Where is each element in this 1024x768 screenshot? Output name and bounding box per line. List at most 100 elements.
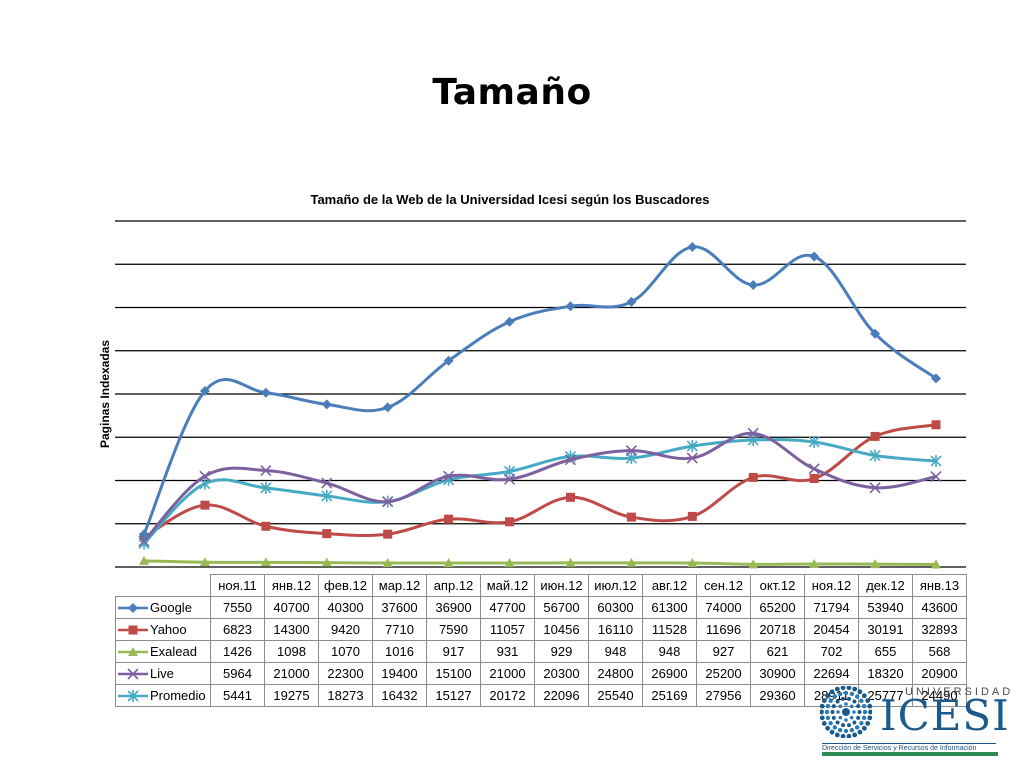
table-cell: 40300: [318, 596, 373, 619]
table-cell: 7590: [426, 618, 481, 641]
table-cell: 14300: [264, 618, 319, 641]
slide-title: Tamaño: [432, 72, 592, 113]
logo-dot: [865, 698, 871, 704]
data-point-marker: [383, 529, 393, 539]
logo-dot: [861, 693, 867, 699]
logo-dot: [852, 720, 857, 725]
data-point-marker: [808, 463, 820, 475]
logo-dot: [838, 704, 843, 709]
logo-dot: [832, 725, 838, 730]
table-cell: 5964: [210, 662, 265, 685]
data-point-marker: [687, 557, 698, 567]
data-point-marker: [869, 482, 881, 494]
data-point-marker: [260, 481, 272, 494]
data-point-marker: [931, 559, 941, 569]
data-point-marker: [139, 529, 149, 540]
logo-dot: [868, 709, 872, 715]
data-point-marker: [748, 280, 759, 291]
category-label: апр.12: [426, 574, 481, 597]
data-point-marker: [260, 387, 271, 398]
table-cell: 61300: [642, 596, 697, 619]
logo-dot: [861, 715, 867, 721]
logo-dot: [830, 710, 835, 714]
logo-rosette-icon: [820, 686, 872, 738]
logo-dot: [856, 715, 861, 720]
table-cell: 18320: [858, 662, 913, 685]
table-cell: 20454: [804, 618, 859, 641]
table-row: Yahoo 6823 14300 9420 7710 7590 11057 10456 1611…: [115, 618, 967, 641]
logo-dot: [825, 715, 831, 721]
series-promedio: [138, 434, 942, 550]
table-body: Google 7550 40700 40300 37600 36900 47700 56700…: [115, 596, 967, 707]
logo-dot: [862, 709, 868, 715]
data-point-marker: [565, 301, 576, 312]
data-point-marker: [128, 625, 138, 635]
table-cell: 948: [588, 640, 643, 663]
logo-dot: [829, 689, 835, 695]
table-cell: 21000: [264, 662, 319, 685]
data-point-marker: [200, 500, 210, 510]
table-cell: 11528: [642, 618, 697, 641]
logo-dot: [837, 691, 843, 697]
logo-dot: [825, 693, 831, 699]
table-cell: 25200: [696, 662, 751, 685]
logo-dot: [844, 718, 848, 722]
logo-dot: [854, 725, 860, 730]
logo-dot: [835, 699, 840, 704]
logo-word: ICESI: [880, 691, 1010, 740]
category-label: ноя.12: [804, 574, 859, 597]
data-point-marker: [321, 557, 332, 567]
series-name: Promedio: [150, 688, 206, 704]
logo-dot: [861, 703, 867, 709]
data-point-marker: [626, 557, 637, 567]
data-point-marker: [199, 557, 210, 567]
gridlines: [115, 220, 966, 568]
logo-subtitle: Dirección de Servicios y Recursos de Inf…: [822, 743, 996, 752]
table-cell: 74000: [696, 596, 751, 619]
data-point-marker: [565, 492, 575, 502]
category-label: окт.12: [750, 574, 805, 597]
table-cell: 16110: [588, 618, 643, 641]
table-cell: 6823: [210, 618, 265, 641]
data-point-marker: [747, 427, 759, 439]
table-cell: 24490: [912, 684, 967, 707]
data-point-marker: [625, 445, 637, 457]
logo-dot: [838, 715, 843, 720]
category-label: сен.12: [696, 574, 751, 597]
table-cell: 19275: [264, 684, 319, 707]
data-point-marker: [686, 440, 698, 453]
data-point-marker: [809, 251, 820, 262]
category-label: мар.12: [372, 574, 427, 597]
table-cell: 15127: [426, 684, 481, 707]
logo-dot: [856, 704, 861, 709]
table-cell: 19400: [372, 662, 427, 685]
series-yahoo: [139, 420, 941, 542]
series-google: [139, 241, 941, 540]
table-cell: 53940: [858, 596, 913, 619]
logo-dot: [824, 709, 830, 715]
logo-dot: [847, 696, 852, 701]
data-point-marker: [930, 471, 942, 483]
series-line: [143, 559, 937, 567]
data-point-marker: [199, 385, 210, 396]
data-point-marker: [382, 558, 393, 568]
table-cell: 1098: [264, 640, 319, 663]
table-cell: 18273: [318, 684, 373, 707]
data-point-marker: [128, 647, 138, 657]
logo-dot: [852, 732, 858, 738]
table-cell: 931: [480, 640, 535, 663]
logo-dot: [859, 698, 864, 704]
category-label: июл.12: [588, 574, 643, 597]
data-point-marker: [443, 557, 454, 567]
logo-dot: [843, 690, 849, 696]
logo-dot: [820, 709, 824, 715]
logo-dot: [852, 710, 856, 714]
logo-dot: [831, 715, 836, 720]
logo-dot: [867, 715, 872, 721]
table-cell: 40700: [264, 596, 319, 619]
series-name: Exalead: [150, 644, 197, 660]
table-cell: 22300: [318, 662, 373, 685]
data-point-marker: [930, 455, 942, 468]
data-point-marker: [260, 464, 272, 477]
legend-entry: Live: [115, 662, 211, 685]
